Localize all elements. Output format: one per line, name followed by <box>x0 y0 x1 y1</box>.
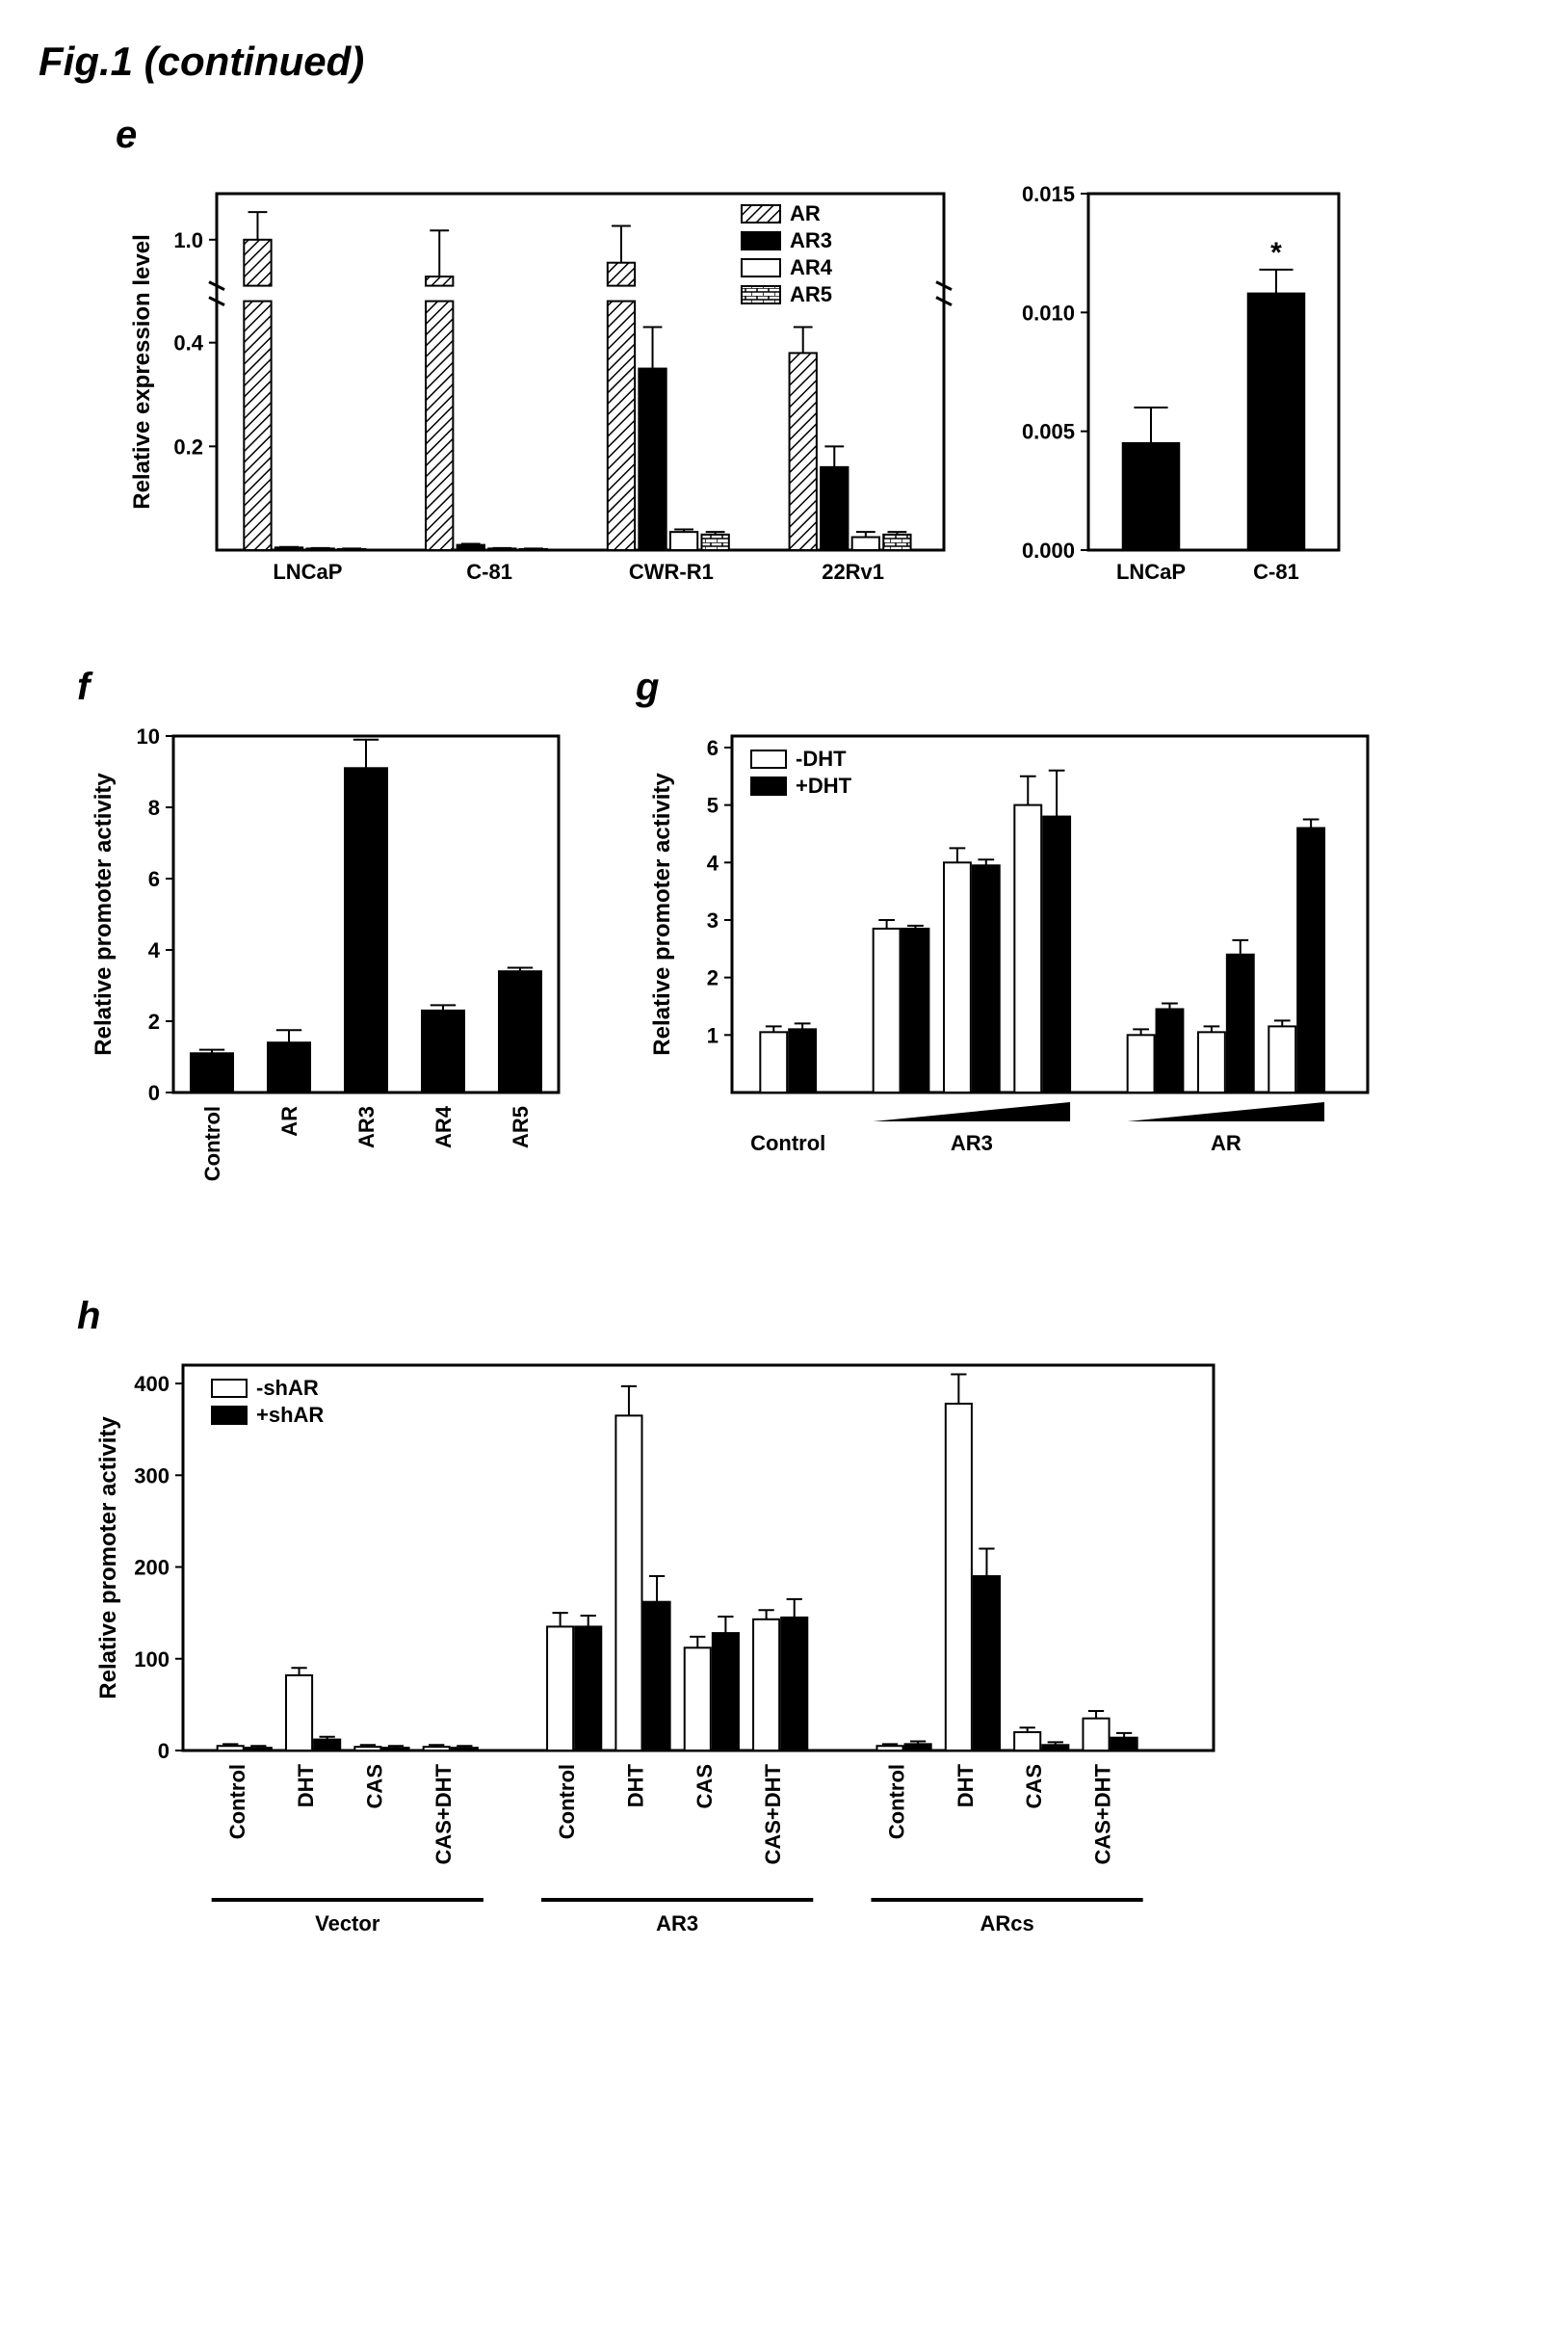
svg-text:CAS+DHT: CAS+DHT <box>761 1763 785 1864</box>
svg-text:Relative expression level: Relative expression level <box>129 234 155 510</box>
svg-text:LNCaP: LNCaP <box>1116 560 1186 584</box>
svg-text:Control: Control <box>750 1131 825 1155</box>
svg-text:22Rv1: 22Rv1 <box>822 560 884 584</box>
svg-text:2: 2 <box>148 1010 160 1034</box>
svg-text:LNCaP: LNCaP <box>273 560 342 584</box>
svg-text:0: 0 <box>158 1739 170 1763</box>
svg-text:400: 400 <box>134 1372 170 1396</box>
svg-text:Vector: Vector <box>315 1911 380 1935</box>
svg-text:0.4: 0.4 <box>173 331 203 355</box>
svg-text:2: 2 <box>707 966 719 990</box>
svg-text:Control: Control <box>885 1764 909 1839</box>
svg-text:1: 1 <box>707 1023 719 1047</box>
svg-text:CAS+DHT: CAS+DHT <box>431 1763 456 1864</box>
svg-text:CWR-R1: CWR-R1 <box>629 560 714 584</box>
svg-text:C-81: C-81 <box>466 560 512 584</box>
svg-text:1.0: 1.0 <box>173 228 203 252</box>
svg-text:-DHT: -DHT <box>796 747 847 771</box>
panel-f-chart: 0 2 4 6 8 10 Relative promoter activity Control… <box>77 717 578 1256</box>
panel-h-chart: 0 100 200 300 400 Relative promoter activity -… <box>77 1346 1233 2020</box>
svg-text:6: 6 <box>148 867 160 891</box>
svg-text:300: 300 <box>134 1463 170 1487</box>
svg-text:AR5: AR5 <box>509 1106 533 1148</box>
svg-text:DHT: DHT <box>294 1763 318 1807</box>
panel-e-label: e <box>116 114 1358 157</box>
svg-text:Control: Control <box>200 1106 224 1181</box>
panel-e-right-chart: 0.000 0.005 0.010 0.015 LNCaP * C-81 <box>992 165 1358 627</box>
svg-text:+shAR: +shAR <box>256 1403 324 1427</box>
panel-e-left-chart: 0.2 0.4 1.0 Relative expression level LNCaP C… <box>116 165 963 627</box>
svg-text:C-81: C-81 <box>1253 560 1299 584</box>
panel-h-label: h <box>77 1295 1233 1338</box>
svg-text:6: 6 <box>707 736 719 760</box>
svg-text:AR4: AR4 <box>790 255 833 279</box>
svg-text:DHT: DHT <box>624 1763 648 1807</box>
figure-title: Fig.1 (continued) <box>39 39 1529 85</box>
svg-text:10: 10 <box>137 724 160 749</box>
svg-text:AR3: AR3 <box>790 228 832 252</box>
svg-text:3: 3 <box>707 908 719 933</box>
svg-text:AR3: AR3 <box>951 1131 993 1155</box>
svg-text:4: 4 <box>707 851 719 875</box>
svg-text:CAS: CAS <box>693 1764 717 1808</box>
svg-text:0.005: 0.005 <box>1022 420 1075 444</box>
svg-text:AR5: AR5 <box>790 282 832 306</box>
svg-text:DHT: DHT <box>954 1763 978 1807</box>
svg-text:Relative promoter activity: Relative promoter activity <box>649 773 675 1056</box>
svg-text:AR4: AR4 <box>431 1105 456 1148</box>
panel-g-chart: 1 2 3 4 5 6 Relative promoter activity -DHT +DHT… <box>636 717 1387 1256</box>
svg-text:CAS: CAS <box>362 1764 386 1808</box>
svg-text:100: 100 <box>134 1647 170 1672</box>
svg-text:Control: Control <box>555 1764 579 1839</box>
svg-text:CAS+DHT: CAS+DHT <box>1091 1763 1115 1864</box>
svg-text:0.000: 0.000 <box>1022 539 1075 563</box>
svg-text:Relative promoter activity: Relative promoter activity <box>95 1416 121 1699</box>
svg-text:0.015: 0.015 <box>1022 182 1075 206</box>
svg-text:Relative promoter activity: Relative promoter activity <box>91 773 117 1056</box>
svg-text:AR3: AR3 <box>656 1911 698 1935</box>
svg-text:0.2: 0.2 <box>173 434 203 459</box>
svg-text:*: * <box>1270 237 1282 269</box>
svg-text:0: 0 <box>148 1081 160 1105</box>
svg-text:200: 200 <box>134 1556 170 1580</box>
svg-text:AR3: AR3 <box>354 1106 379 1148</box>
svg-text:-shAR: -shAR <box>256 1376 319 1400</box>
svg-text:0.010: 0.010 <box>1022 301 1075 325</box>
panel-g-label: g <box>636 666 1387 709</box>
svg-text:+DHT: +DHT <box>796 774 852 798</box>
svg-text:CAS: CAS <box>1022 1764 1046 1808</box>
panel-f-label: f <box>77 666 578 709</box>
svg-text:AR: AR <box>1211 1131 1241 1155</box>
svg-text:ARcs: ARcs <box>980 1911 1033 1935</box>
svg-text:AR: AR <box>790 201 821 225</box>
svg-text:5: 5 <box>707 794 719 818</box>
svg-text:4: 4 <box>148 938 161 962</box>
svg-text:8: 8 <box>148 796 160 820</box>
svg-text:Control: Control <box>225 1764 249 1839</box>
svg-text:AR: AR <box>277 1106 301 1137</box>
